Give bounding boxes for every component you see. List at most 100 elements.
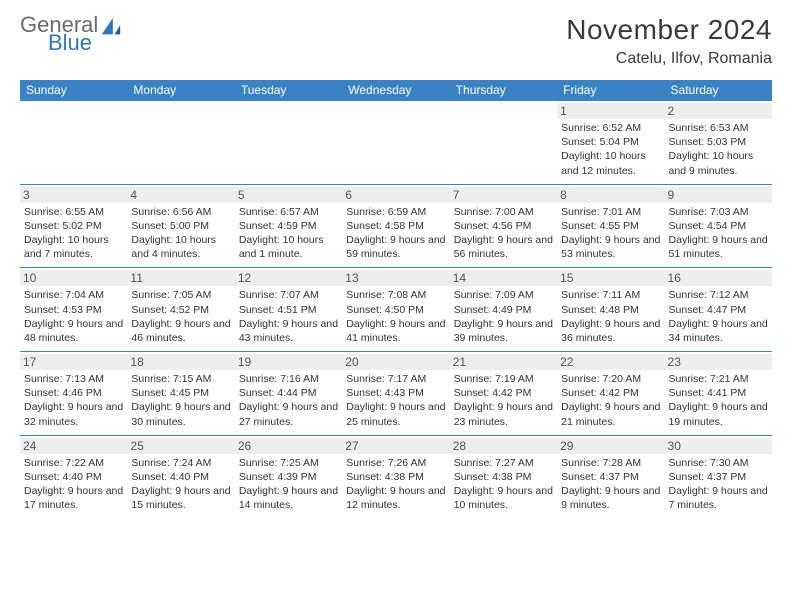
sunset-text: Sunset: 4:54 PM bbox=[669, 219, 768, 233]
sunrise-text: Sunrise: 6:57 AM bbox=[239, 205, 338, 219]
day-details: Sunrise: 6:59 AMSunset: 4:58 PMDaylight:… bbox=[346, 205, 445, 262]
calendar-day-cell: 23 Sunrise: 7:21 AMSunset: 4:41 PMDayligh… bbox=[665, 352, 772, 436]
sunrise-text: Sunrise: 7:11 AM bbox=[561, 288, 660, 302]
day-number: 10 bbox=[20, 270, 127, 286]
daylight-text: Daylight: 9 hours and 56 minutes. bbox=[454, 233, 553, 261]
day-details: Sunrise: 7:01 AMSunset: 4:55 PMDaylight:… bbox=[561, 205, 660, 262]
daylight-text: Daylight: 9 hours and 34 minutes. bbox=[669, 317, 768, 345]
month-title: November 2024 bbox=[566, 14, 772, 46]
logo: General Blue bbox=[20, 14, 122, 54]
sunset-text: Sunset: 5:03 PM bbox=[669, 135, 768, 149]
calendar-day-cell: 30 Sunrise: 7:30 AMSunset: 4:37 PMDayligh… bbox=[665, 435, 772, 518]
sunrise-text: Sunrise: 7:27 AM bbox=[454, 456, 553, 470]
calendar-empty-cell bbox=[127, 101, 234, 185]
weekday-header: Wednesday bbox=[342, 80, 449, 101]
day-details: Sunrise: 7:28 AMSunset: 4:37 PMDaylight:… bbox=[561, 456, 660, 513]
calendar-week-row: 24Sunrise: 7:22 AMSunset: 4:40 PMDayligh… bbox=[20, 435, 772, 518]
calendar-day-cell: 13Sunrise: 7:08 AMSunset: 4:50 PMDayligh… bbox=[342, 268, 449, 352]
day-number: 11 bbox=[127, 270, 234, 286]
daylight-text: Daylight: 9 hours and 27 minutes. bbox=[239, 400, 338, 428]
sunset-text: Sunset: 5:02 PM bbox=[24, 219, 123, 233]
day-number: 22 bbox=[557, 354, 664, 370]
calendar-day-cell: 17Sunrise: 7:13 AMSunset: 4:46 PMDayligh… bbox=[20, 352, 127, 436]
day-details: Sunrise: 7:27 AMSunset: 4:38 PMDaylight:… bbox=[454, 456, 553, 513]
daylight-text: Daylight: 9 hours and 25 minutes. bbox=[346, 400, 445, 428]
daylight-text: Daylight: 9 hours and 46 minutes. bbox=[131, 317, 230, 345]
sunrise-text: Sunrise: 7:05 AM bbox=[131, 288, 230, 302]
sunrise-text: Sunrise: 6:56 AM bbox=[131, 205, 230, 219]
sunrise-text: Sunrise: 7:04 AM bbox=[24, 288, 123, 302]
day-number: 21 bbox=[450, 354, 557, 370]
day-number: 30 bbox=[665, 438, 772, 454]
day-details: Sunrise: 7:07 AMSunset: 4:51 PMDaylight:… bbox=[239, 288, 338, 345]
sunset-text: Sunset: 4:42 PM bbox=[454, 386, 553, 400]
sunset-text: Sunset: 4:43 PM bbox=[346, 386, 445, 400]
day-details: Sunrise: 7:00 AMSunset: 4:56 PMDaylight:… bbox=[454, 205, 553, 262]
calendar-day-cell: 9Sunrise: 7:03 AMSunset: 4:54 PMDaylight… bbox=[665, 184, 772, 268]
day-details: Sunrise: 7:04 AMSunset: 4:53 PMDaylight:… bbox=[24, 288, 123, 345]
daylight-text: Daylight: 9 hours and 51 minutes. bbox=[669, 233, 768, 261]
day-number: 12 bbox=[235, 270, 342, 286]
sunset-text: Sunset: 4:41 PM bbox=[669, 386, 768, 400]
day-details: Sunrise: 7:26 AMSunset: 4:38 PMDaylight:… bbox=[346, 456, 445, 513]
daylight-text: Daylight: 9 hours and 12 minutes. bbox=[346, 484, 445, 512]
sunset-text: Sunset: 4:47 PM bbox=[669, 303, 768, 317]
sunrise-text: Sunrise: 7:15 AM bbox=[131, 372, 230, 386]
calendar-day-cell: 8Sunrise: 7:01 AMSunset: 4:55 PMDaylight… bbox=[557, 184, 664, 268]
day-number: 23 bbox=[665, 354, 772, 370]
daylight-text: Daylight: 10 hours and 1 minute. bbox=[239, 233, 338, 261]
sunrise-text: Sunrise: 7:13 AM bbox=[24, 372, 123, 386]
day-number: 13 bbox=[342, 270, 449, 286]
sunset-text: Sunset: 4:40 PM bbox=[24, 470, 123, 484]
day-details: Sunrise: 6:52 AMSunset: 5:04 PMDaylight:… bbox=[561, 121, 660, 178]
calendar-week-row: 3 Sunrise: 6:55 AMSunset: 5:02 PMDaylight… bbox=[20, 184, 772, 268]
day-details: Sunrise: 7:25 AMSunset: 4:39 PMDaylight:… bbox=[239, 456, 338, 513]
calendar-day-cell: 25Sunrise: 7:24 AMSunset: 4:40 PMDayligh… bbox=[127, 435, 234, 518]
calendar-head: SundayMondayTuesdayWednesdayThursdayFrid… bbox=[20, 80, 772, 101]
sunset-text: Sunset: 4:46 PM bbox=[24, 386, 123, 400]
weekday-header: Sunday bbox=[20, 80, 127, 101]
day-details: Sunrise: 7:12 AMSunset: 4:47 PMDaylight:… bbox=[669, 288, 768, 345]
sunset-text: Sunset: 4:37 PM bbox=[669, 470, 768, 484]
logo-text: General Blue bbox=[20, 14, 98, 54]
sunset-text: Sunset: 5:00 PM bbox=[131, 219, 230, 233]
daylight-text: Daylight: 9 hours and 36 minutes. bbox=[561, 317, 660, 345]
sunrise-text: Sunrise: 7:09 AM bbox=[454, 288, 553, 302]
sunrise-text: Sunrise: 7:25 AM bbox=[239, 456, 338, 470]
sunrise-text: Sunrise: 7:24 AM bbox=[131, 456, 230, 470]
day-details: Sunrise: 7:20 AMSunset: 4:42 PMDaylight:… bbox=[561, 372, 660, 429]
sail-icon bbox=[100, 16, 122, 38]
day-number: 17 bbox=[20, 354, 127, 370]
sunset-text: Sunset: 5:04 PM bbox=[561, 135, 660, 149]
day-number: 15 bbox=[557, 270, 664, 286]
calendar-day-cell: 3 Sunrise: 6:55 AMSunset: 5:02 PMDaylight… bbox=[20, 184, 127, 268]
sunset-text: Sunset: 4:53 PM bbox=[24, 303, 123, 317]
day-details: Sunrise: 6:57 AMSunset: 4:59 PMDaylight:… bbox=[239, 205, 338, 262]
day-details: Sunrise: 7:09 AMSunset: 4:49 PMDaylight:… bbox=[454, 288, 553, 345]
daylight-text: Daylight: 9 hours and 43 minutes. bbox=[239, 317, 338, 345]
day-number: 3 bbox=[20, 187, 127, 203]
sunset-text: Sunset: 4:50 PM bbox=[346, 303, 445, 317]
sunrise-text: Sunrise: 7:08 AM bbox=[346, 288, 445, 302]
daylight-text: Daylight: 9 hours and 59 minutes. bbox=[346, 233, 445, 261]
day-details: Sunrise: 7:21 AMSunset: 4:41 PMDaylight:… bbox=[669, 372, 768, 429]
daylight-text: Daylight: 9 hours and 23 minutes. bbox=[454, 400, 553, 428]
calendar-empty-cell bbox=[235, 101, 342, 185]
calendar-day-cell: 24Sunrise: 7:22 AMSunset: 4:40 PMDayligh… bbox=[20, 435, 127, 518]
day-number: 6 bbox=[342, 187, 449, 203]
sunset-text: Sunset: 4:39 PM bbox=[239, 470, 338, 484]
day-details: Sunrise: 7:17 AMSunset: 4:43 PMDaylight:… bbox=[346, 372, 445, 429]
day-details: Sunrise: 7:19 AMSunset: 4:42 PMDaylight:… bbox=[454, 372, 553, 429]
sunset-text: Sunset: 4:56 PM bbox=[454, 219, 553, 233]
sunrise-text: Sunrise: 7:01 AM bbox=[561, 205, 660, 219]
day-details: Sunrise: 7:30 AMSunset: 4:37 PMDaylight:… bbox=[669, 456, 768, 513]
sunrise-text: Sunrise: 7:20 AM bbox=[561, 372, 660, 386]
sunset-text: Sunset: 4:44 PM bbox=[239, 386, 338, 400]
calendar-day-cell: 5Sunrise: 6:57 AMSunset: 4:59 PMDaylight… bbox=[235, 184, 342, 268]
sunset-text: Sunset: 4:55 PM bbox=[561, 219, 660, 233]
day-details: Sunrise: 7:03 AMSunset: 4:54 PMDaylight:… bbox=[669, 205, 768, 262]
sunrise-text: Sunrise: 6:53 AM bbox=[669, 121, 768, 135]
sunrise-text: Sunrise: 7:00 AM bbox=[454, 205, 553, 219]
day-details: Sunrise: 6:55 AMSunset: 5:02 PMDaylight:… bbox=[24, 205, 123, 262]
calendar-day-cell: 29Sunrise: 7:28 AMSunset: 4:37 PMDayligh… bbox=[557, 435, 664, 518]
